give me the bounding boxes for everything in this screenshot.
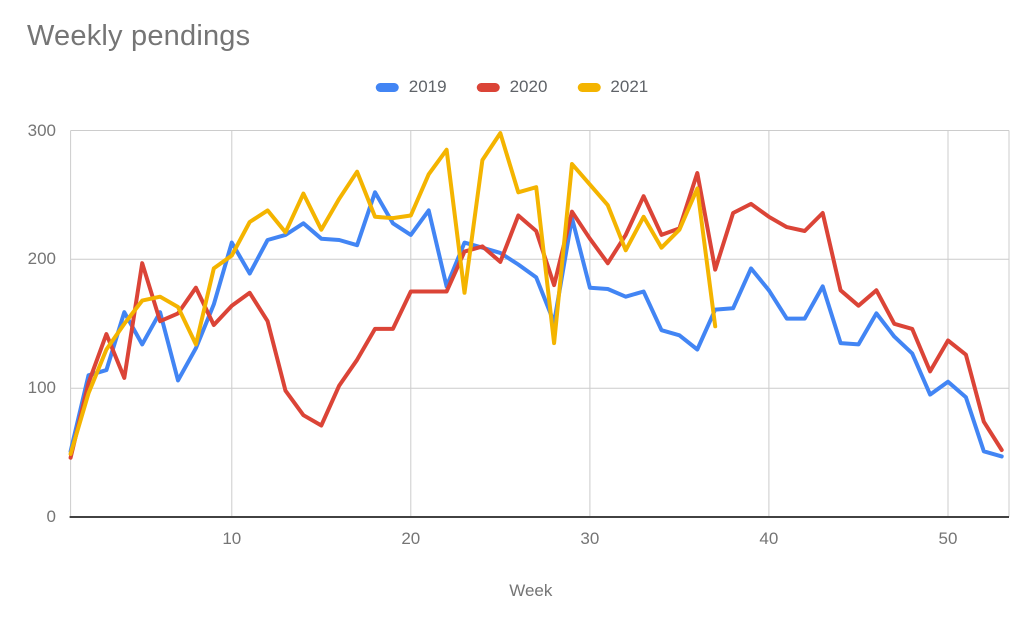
x-axis-title-text: Week xyxy=(509,581,553,600)
y-tick-label-200: 200 xyxy=(27,249,56,269)
legend-item-2020[interactable]: 2020 xyxy=(476,77,548,97)
series-line-2020 xyxy=(68,171,1004,460)
y-tick-label-100: 100 xyxy=(27,378,56,398)
legend-label-2021: 2021 xyxy=(610,77,649,96)
x-tick-label-10: 10 xyxy=(222,529,242,548)
x-tick-label-20: 20 xyxy=(401,529,421,548)
legend: 2019 2020 2021 xyxy=(375,77,648,97)
series-line-2021 xyxy=(68,131,718,456)
x-tick-label-50: 50 xyxy=(938,529,958,548)
legend-item-2021[interactable]: 2021 xyxy=(577,77,648,97)
series-line-2019 xyxy=(68,190,1004,459)
legend-label-2019: 2019 xyxy=(408,77,447,96)
legend-swatch-2019 xyxy=(375,82,399,92)
legend-label-2020: 2020 xyxy=(509,77,548,96)
y-tick-label-300: 300 xyxy=(27,120,56,140)
legend-swatch-2021 xyxy=(577,82,601,92)
x-tick-label-40: 40 xyxy=(759,529,779,548)
legend-swatch-2020 xyxy=(476,82,500,92)
chart-title: Weekly pendings xyxy=(27,20,251,52)
y-tick-label-0: 0 xyxy=(46,507,56,526)
legend-item-2019[interactable]: 2019 xyxy=(375,77,447,97)
x-tick-label-30: 30 xyxy=(580,529,600,548)
